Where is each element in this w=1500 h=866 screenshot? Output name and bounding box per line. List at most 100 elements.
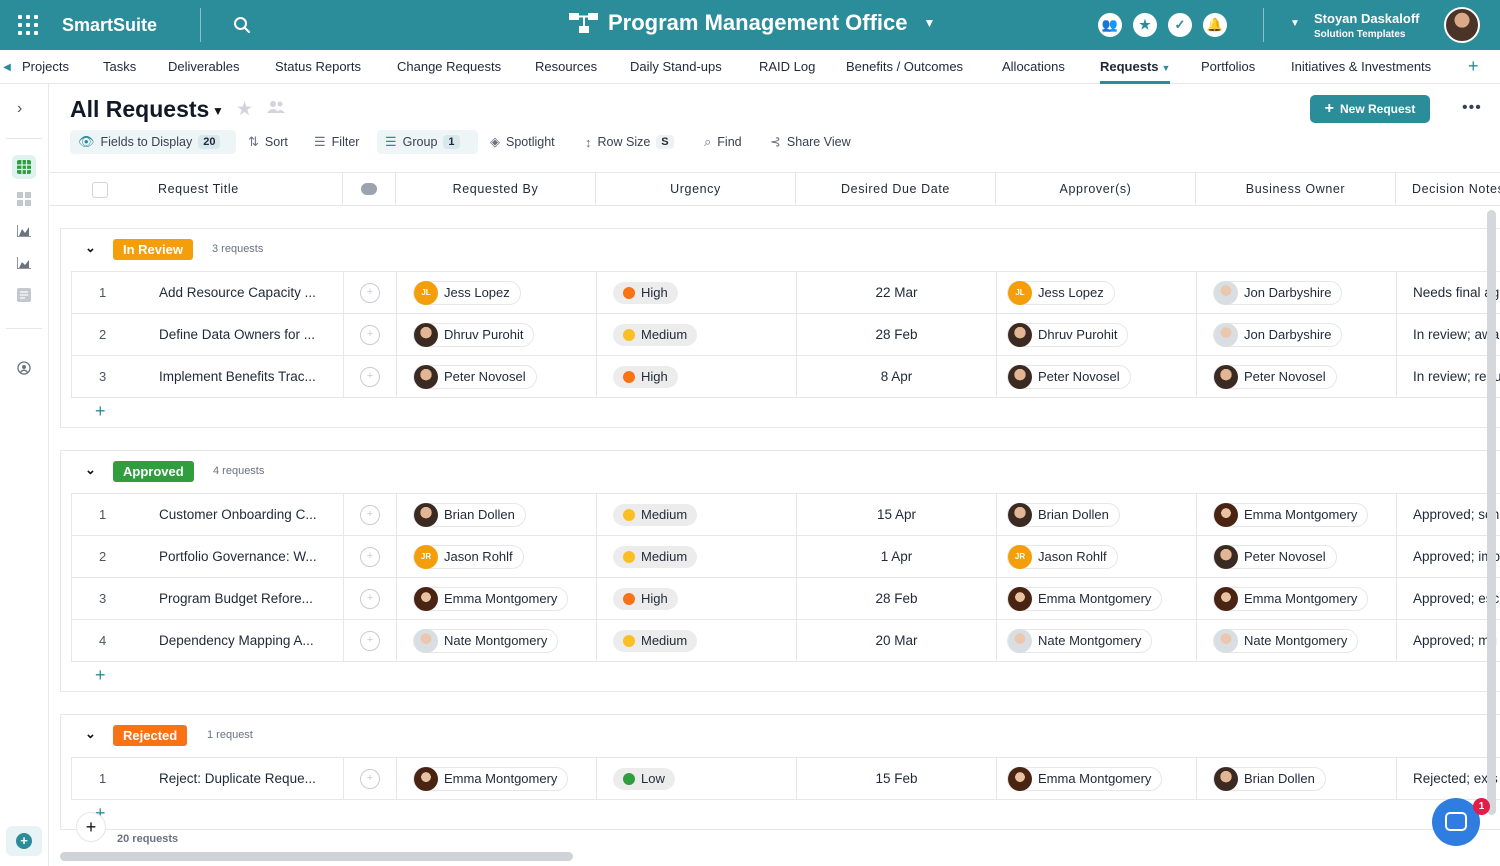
add-row-plus-icon[interactable]: + xyxy=(95,401,106,421)
table-row[interactable]: 1 Reject: Duplicate Reque... + Emma Montgom… xyxy=(71,758,1500,800)
more-options-icon[interactable]: ••• xyxy=(1462,99,1482,116)
column-header-business-owner[interactable]: Business Owner xyxy=(1196,173,1396,206)
table-row[interactable]: 1 Customer Onboarding C... + Brian Dollen Me… xyxy=(71,494,1500,536)
desired-due-date-cell[interactable]: 1 Apr xyxy=(797,536,997,577)
requested-by-chip[interactable]: JR Jason Rohlf xyxy=(413,544,524,569)
desired-due-date-cell[interactable]: 8 Apr xyxy=(797,356,997,397)
comments-cell[interactable]: + xyxy=(344,536,397,577)
add-record-button[interactable]: + xyxy=(76,812,106,842)
approver-cell[interactable]: Brian Dollen xyxy=(997,494,1197,535)
urgency-cell[interactable]: High xyxy=(597,272,797,313)
tab-daily-standups[interactable]: Daily Stand-ups xyxy=(630,59,722,74)
desired-due-date-cell[interactable]: 22 Mar xyxy=(797,272,997,313)
urgency-cell[interactable]: High xyxy=(597,578,797,619)
tab-requests[interactable]: Requests ▼ xyxy=(1100,50,1171,84)
user-avatar[interactable] xyxy=(1444,7,1480,43)
add-table-icon[interactable]: + xyxy=(1468,56,1479,76)
column-header-approvers[interactable]: Approver(s) xyxy=(996,173,1196,206)
vertical-scrollbar[interactable] xyxy=(1487,210,1496,815)
business-owner-chip[interactable]: Emma Montgomery xyxy=(1213,502,1369,527)
urgency-cell[interactable]: High xyxy=(597,356,797,397)
tab-allocations[interactable]: Allocations xyxy=(1002,59,1065,74)
approver-chip[interactable]: Peter Novosel xyxy=(1007,364,1131,389)
request-title-cell[interactable]: Add Resource Capacity ... xyxy=(159,285,316,300)
approver-cell[interactable]: Emma Montgomery xyxy=(997,578,1197,619)
requested-by-cell[interactable]: Emma Montgomery xyxy=(397,578,597,619)
business-owner-cell[interactable]: Jon Darbyshire xyxy=(1197,314,1397,355)
approver-chip[interactable]: JL Jess Lopez xyxy=(1007,280,1115,305)
business-owner-chip[interactable]: Peter Novosel xyxy=(1213,364,1337,389)
approver-chip[interactable]: JR Jason Rohlf xyxy=(1007,544,1118,569)
decision-notes-cell[interactable]: Approved; sch xyxy=(1413,507,1500,522)
search-icon[interactable] xyxy=(233,16,251,34)
group-header[interactable]: ⌄ Rejected 1 request xyxy=(61,715,1500,757)
table-row[interactable]: 4 Dependency Mapping A... + Nate Montgomery… xyxy=(71,620,1500,662)
add-comment-icon[interactable]: + xyxy=(360,630,380,651)
tab-tasks[interactable]: Tasks xyxy=(103,59,137,74)
tab-initiatives-investments[interactable]: Initiatives & Investments xyxy=(1291,59,1432,74)
tab-projects[interactable]: Projects xyxy=(22,59,69,74)
column-header-comments[interactable] xyxy=(343,173,396,206)
apps-grid-icon[interactable] xyxy=(18,15,38,35)
find-button[interactable]: ⌕ Find xyxy=(704,130,742,154)
notifications-bell-icon[interactable]: 🔔 xyxy=(1203,13,1227,37)
business-owner-cell[interactable]: Jon Darbyshire xyxy=(1197,272,1397,313)
approver-chip[interactable]: Emma Montgomery xyxy=(1007,766,1163,791)
requested-by-cell[interactable]: JR Jason Rohlf xyxy=(397,536,597,577)
tab-change-requests[interactable]: Change Requests xyxy=(397,59,502,74)
urgency-cell[interactable]: Low xyxy=(597,758,797,799)
decision-notes-cell[interactable]: Approved; imp xyxy=(1413,549,1500,564)
table-row[interactable]: 1 Add Resource Capacity ... + JL Jess Lopez H… xyxy=(71,272,1500,314)
personal-view-icon[interactable] xyxy=(12,356,36,380)
business-owner-cell[interactable]: Emma Montgomery xyxy=(1197,578,1397,619)
desired-due-date-cell[interactable]: 28 Feb xyxy=(797,578,997,619)
chevron-down-icon[interactable]: ⌄ xyxy=(85,240,96,255)
group-header[interactable]: ⌄ Approved 4 requests xyxy=(61,451,1500,493)
business-owner-cell[interactable]: Peter Novosel xyxy=(1197,356,1397,397)
tab-resources[interactable]: Resources xyxy=(535,59,598,74)
column-header-decision-notes[interactable]: Decision Notes xyxy=(1412,182,1500,196)
approver-chip[interactable]: Dhruv Purohit xyxy=(1007,322,1129,347)
approver-cell[interactable]: JR Jason Rohlf xyxy=(997,536,1197,577)
table-row[interactable]: 2 Portfolio Governance: W... + JR Jason Rohl… xyxy=(71,536,1500,578)
add-comment-icon[interactable]: + xyxy=(360,588,380,609)
view-title[interactable]: All Requests xyxy=(70,96,210,122)
requested-by-chip[interactable]: Emma Montgomery xyxy=(413,586,569,611)
filter-button[interactable]: ☰ Filter xyxy=(314,130,359,154)
desired-due-date-cell[interactable]: 15 Feb xyxy=(797,758,997,799)
requested-by-cell[interactable]: Nate Montgomery xyxy=(397,620,597,661)
requested-by-chip[interactable]: Peter Novosel xyxy=(413,364,537,389)
business-owner-cell[interactable]: Peter Novosel xyxy=(1197,536,1397,577)
business-owner-cell[interactable]: Emma Montgomery xyxy=(1197,494,1397,535)
brand-logo[interactable]: SmartSuite xyxy=(62,15,158,35)
tab-deliverables[interactable]: Deliverables xyxy=(168,59,240,74)
group-header[interactable]: ⌄ In Review 3 requests xyxy=(61,229,1500,271)
card-view-icon[interactable] xyxy=(12,187,36,211)
add-comment-icon[interactable]: + xyxy=(360,504,380,525)
requested-by-chip[interactable]: Brian Dollen xyxy=(413,502,526,527)
add-comment-icon[interactable]: + xyxy=(360,366,380,387)
comments-cell[interactable]: + xyxy=(344,314,397,355)
requested-by-chip[interactable]: JL Jess Lopez xyxy=(413,280,521,305)
chevron-down-icon[interactable]: ⌄ xyxy=(85,726,96,741)
members-icon[interactable]: 👥 xyxy=(1098,13,1122,37)
tasks-check-icon[interactable]: ✓ xyxy=(1168,13,1192,37)
view-menu-chevron-icon[interactable]: ▼ xyxy=(212,104,224,118)
business-owner-chip[interactable]: Jon Darbyshire xyxy=(1213,280,1343,305)
grid-view-icon[interactable] xyxy=(12,155,36,179)
approver-cell[interactable]: Dhruv Purohit xyxy=(997,314,1197,355)
business-owner-cell[interactable]: Brian Dollen xyxy=(1197,758,1397,799)
spotlight-button[interactable]: ◈ Spotlight xyxy=(490,130,555,154)
table-row[interactable]: 2 Define Data Owners for ... + Dhruv Purohi… xyxy=(71,314,1500,356)
tab-portfolios[interactable]: Portfolios xyxy=(1201,59,1256,74)
chevron-down-icon[interactable]: ⌄ xyxy=(85,462,96,477)
requested-by-cell[interactable]: JL Jess Lopez xyxy=(397,272,597,313)
favorites-star-icon[interactable]: ★ xyxy=(1133,13,1157,37)
business-owner-chip[interactable]: Brian Dollen xyxy=(1213,766,1326,791)
request-title-cell[interactable]: Program Budget Refore... xyxy=(159,591,313,606)
business-owner-chip[interactable]: Emma Montgomery xyxy=(1213,586,1369,611)
add-view-button[interactable]: + xyxy=(6,826,42,856)
request-title-cell[interactable]: Define Data Owners for ... xyxy=(159,327,316,342)
add-row-plus-icon[interactable]: + xyxy=(95,803,106,823)
approver-cell[interactable]: JL Jess Lopez xyxy=(997,272,1197,313)
